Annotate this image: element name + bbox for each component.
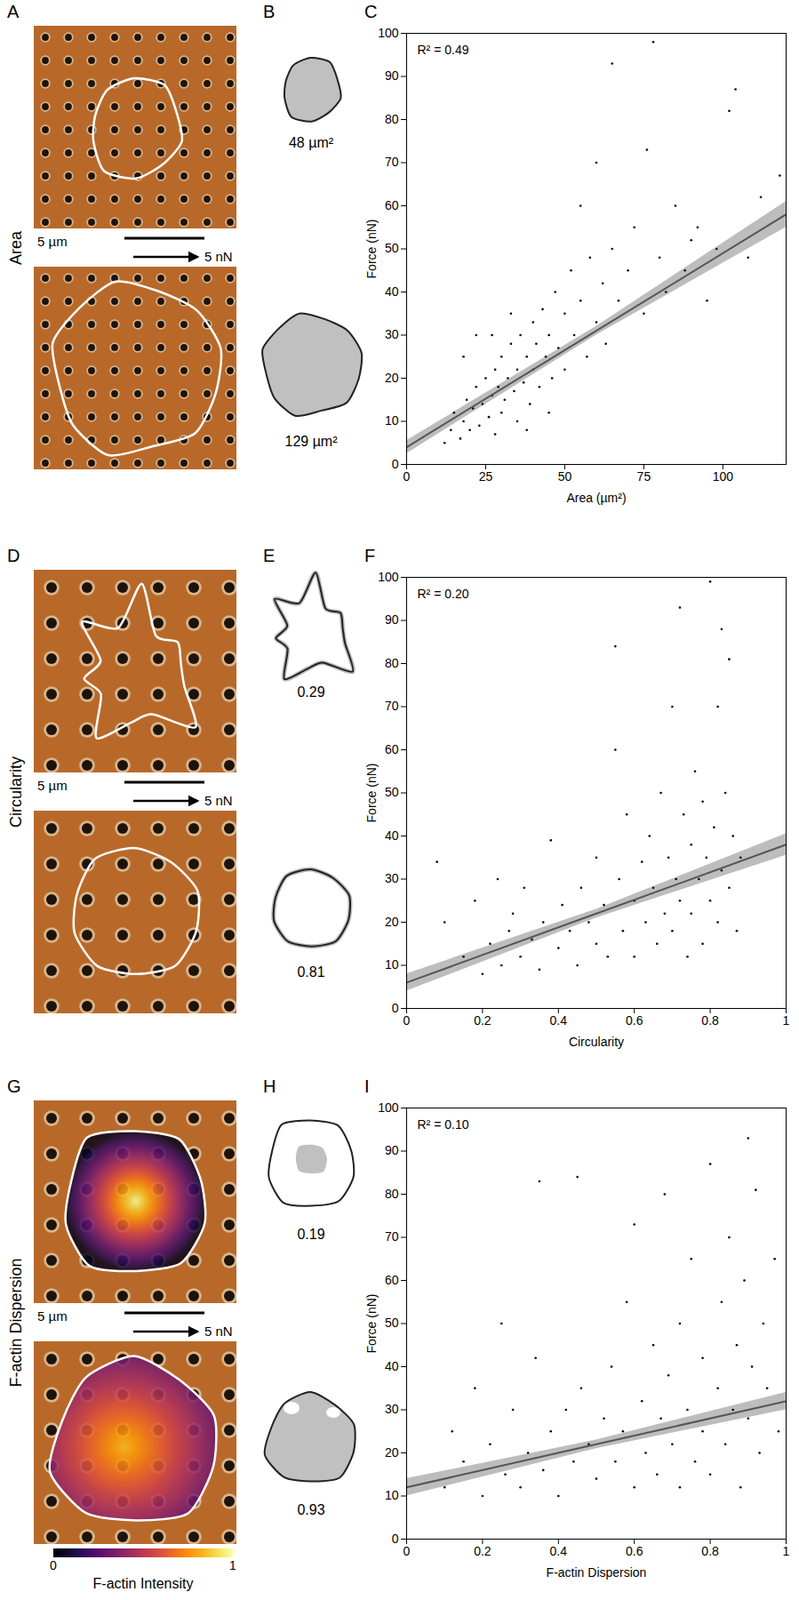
svg-text:10: 10 bbox=[384, 413, 400, 428]
svg-text:90: 90 bbox=[384, 68, 400, 83]
svg-text:Area (µm²): Area (µm²) bbox=[566, 490, 626, 505]
svg-text:100: 100 bbox=[377, 1100, 400, 1115]
svg-text:F-actin Dispersion: F-actin Dispersion bbox=[7, 1257, 25, 1387]
svg-text:0.19: 0.19 bbox=[296, 1226, 325, 1242]
svg-text:0: 0 bbox=[403, 469, 411, 484]
svg-text:1: 1 bbox=[783, 1013, 791, 1028]
svg-text:70: 70 bbox=[384, 154, 400, 169]
svg-text:100: 100 bbox=[377, 569, 400, 584]
svg-text:80: 80 bbox=[384, 655, 400, 671]
svg-text:50: 50 bbox=[558, 469, 573, 484]
svg-text:80: 80 bbox=[384, 111, 400, 127]
svg-text:40: 40 bbox=[384, 828, 400, 843]
svg-text:100: 100 bbox=[377, 25, 400, 40]
svg-text:0: 0 bbox=[49, 1558, 57, 1573]
svg-text:5 nN: 5 nN bbox=[204, 248, 233, 264]
svg-text:C: C bbox=[364, 1, 377, 22]
svg-text:0.81: 0.81 bbox=[296, 964, 325, 980]
svg-text:25: 25 bbox=[479, 469, 494, 484]
svg-text:5 nN: 5 nN bbox=[204, 1323, 233, 1339]
svg-text:50: 50 bbox=[384, 784, 400, 799]
svg-text:50: 50 bbox=[384, 1315, 400, 1330]
svg-text:0: 0 bbox=[391, 1531, 400, 1546]
svg-text:H: H bbox=[263, 1076, 276, 1096]
svg-text:100: 100 bbox=[712, 469, 735, 484]
svg-text:0.6: 0.6 bbox=[625, 1013, 644, 1028]
svg-text:5 nN: 5 nN bbox=[204, 792, 233, 808]
svg-text:10: 10 bbox=[384, 957, 400, 972]
svg-text:E: E bbox=[263, 545, 275, 566]
svg-text:R² = 0.20: R² = 0.20 bbox=[417, 586, 470, 601]
svg-text:R² = 0.10: R² = 0.10 bbox=[417, 1117, 470, 1132]
svg-text:60: 60 bbox=[384, 198, 400, 213]
svg-text:0: 0 bbox=[403, 1013, 411, 1028]
svg-text:0.8: 0.8 bbox=[701, 1013, 720, 1028]
svg-text:Force (nN): Force (nN) bbox=[364, 219, 379, 280]
svg-text:20: 20 bbox=[384, 914, 400, 929]
svg-text:48 µm²: 48 µm² bbox=[288, 135, 335, 151]
svg-text:5 µm: 5 µm bbox=[37, 1308, 68, 1324]
svg-text:0: 0 bbox=[391, 456, 400, 472]
svg-text:0.4: 0.4 bbox=[550, 1013, 568, 1028]
svg-text:1: 1 bbox=[229, 1558, 237, 1573]
svg-text:Circularity: Circularity bbox=[568, 1034, 624, 1049]
svg-text:0.2: 0.2 bbox=[473, 1013, 492, 1028]
svg-text:0.8: 0.8 bbox=[701, 1543, 720, 1559]
svg-text:70: 70 bbox=[384, 1229, 400, 1244]
svg-text:20: 20 bbox=[384, 370, 400, 385]
svg-text:90: 90 bbox=[384, 1142, 400, 1158]
svg-text:I: I bbox=[364, 1076, 370, 1096]
svg-text:60: 60 bbox=[384, 1272, 400, 1287]
svg-text:10: 10 bbox=[384, 1487, 400, 1503]
svg-text:129 µm²: 129 µm² bbox=[284, 433, 338, 449]
svg-text:F-actin Dispersion: F-actin Dispersion bbox=[546, 1565, 648, 1580]
svg-text:G: G bbox=[7, 1076, 22, 1096]
svg-text:40: 40 bbox=[384, 1358, 400, 1374]
svg-text:F: F bbox=[364, 545, 376, 566]
svg-text:0.29: 0.29 bbox=[296, 684, 325, 700]
svg-text:5 µm: 5 µm bbox=[37, 233, 68, 249]
svg-text:Force (nN): Force (nN) bbox=[364, 763, 379, 823]
svg-text:1: 1 bbox=[783, 1543, 791, 1559]
svg-text:0.93: 0.93 bbox=[296, 1502, 325, 1518]
svg-text:5 µm: 5 µm bbox=[37, 777, 68, 793]
svg-text:30: 30 bbox=[384, 1401, 400, 1416]
svg-text:50: 50 bbox=[384, 240, 400, 256]
svg-text:Force (nN): Force (nN) bbox=[364, 1294, 379, 1354]
svg-text:80: 80 bbox=[384, 1186, 400, 1201]
svg-text:Area: Area bbox=[7, 230, 25, 265]
svg-text:90: 90 bbox=[384, 612, 400, 627]
svg-text:40: 40 bbox=[384, 284, 400, 299]
svg-text:75: 75 bbox=[637, 469, 652, 484]
svg-text:0.6: 0.6 bbox=[625, 1543, 644, 1559]
svg-text:70: 70 bbox=[384, 698, 400, 713]
svg-text:60: 60 bbox=[384, 742, 400, 757]
svg-text:0: 0 bbox=[391, 1000, 400, 1015]
svg-text:30: 30 bbox=[384, 870, 400, 886]
svg-text:0.4: 0.4 bbox=[550, 1543, 568, 1559]
svg-text:A: A bbox=[7, 1, 20, 22]
svg-text:Circularity: Circularity bbox=[7, 756, 25, 828]
svg-text:F-actin Intensity: F-actin Intensity bbox=[93, 1575, 194, 1591]
svg-text:B: B bbox=[263, 1, 275, 22]
svg-text:30: 30 bbox=[384, 327, 400, 342]
svg-text:R² = 0.49: R² = 0.49 bbox=[417, 42, 470, 57]
svg-text:0.2: 0.2 bbox=[473, 1543, 492, 1559]
svg-text:20: 20 bbox=[384, 1445, 400, 1460]
svg-text:D: D bbox=[7, 545, 20, 566]
svg-text:0: 0 bbox=[403, 1543, 411, 1559]
